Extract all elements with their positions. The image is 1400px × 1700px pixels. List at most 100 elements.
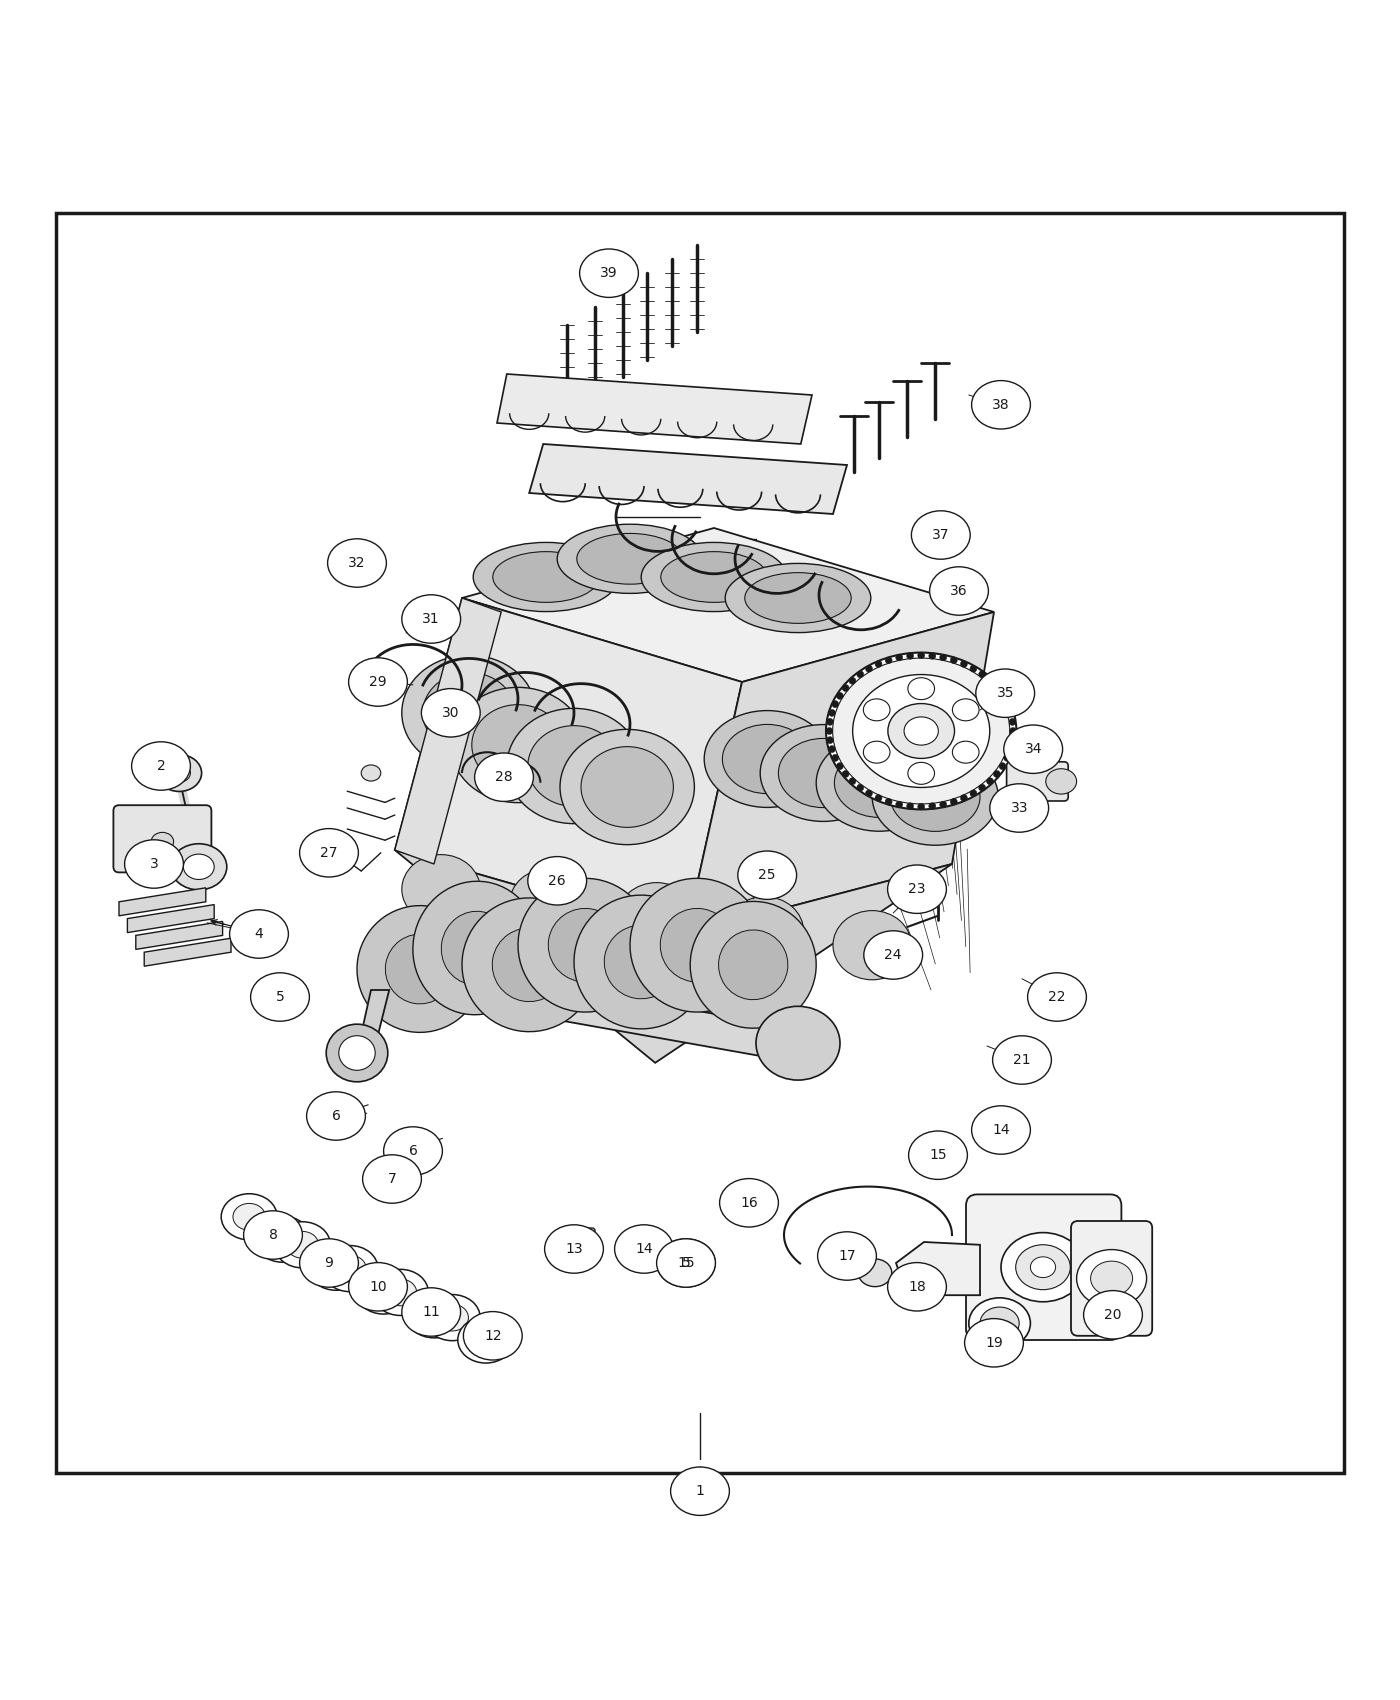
Ellipse shape [909, 1130, 967, 1180]
Ellipse shape [462, 898, 596, 1032]
Ellipse shape [493, 551, 599, 602]
Polygon shape [136, 921, 223, 949]
Ellipse shape [319, 1255, 353, 1280]
Ellipse shape [1000, 763, 1007, 770]
Ellipse shape [843, 770, 848, 777]
Text: 38: 38 [993, 398, 1009, 411]
Text: 18: 18 [909, 1280, 925, 1294]
Ellipse shape [413, 881, 539, 1015]
Text: 34: 34 [1025, 743, 1042, 756]
Ellipse shape [349, 658, 407, 705]
Text: 11: 11 [423, 1306, 440, 1319]
Ellipse shape [557, 524, 703, 593]
Ellipse shape [990, 784, 1049, 833]
Text: 31: 31 [423, 612, 440, 626]
Ellipse shape [475, 753, 533, 801]
Ellipse shape [574, 896, 708, 1028]
Ellipse shape [1084, 1290, 1142, 1340]
Polygon shape [119, 887, 206, 916]
Ellipse shape [266, 984, 288, 1001]
Ellipse shape [423, 673, 515, 753]
Ellipse shape [580, 248, 638, 298]
Text: 6: 6 [332, 1108, 340, 1124]
Ellipse shape [965, 1319, 1023, 1367]
Text: 2: 2 [157, 758, 165, 774]
Text: 3: 3 [150, 857, 158, 870]
Ellipse shape [577, 534, 683, 585]
Polygon shape [529, 444, 847, 513]
Ellipse shape [857, 784, 864, 790]
Ellipse shape [339, 1035, 375, 1071]
Text: 15: 15 [678, 1256, 694, 1270]
Ellipse shape [976, 670, 1035, 717]
Ellipse shape [911, 510, 970, 559]
Ellipse shape [435, 1304, 469, 1331]
Ellipse shape [221, 1193, 277, 1239]
Ellipse shape [510, 869, 588, 938]
Ellipse shape [372, 1270, 428, 1316]
Ellipse shape [545, 1224, 603, 1273]
Ellipse shape [972, 381, 1030, 428]
Ellipse shape [960, 661, 967, 668]
Ellipse shape [836, 763, 843, 770]
Text: 13: 13 [566, 1243, 582, 1256]
Ellipse shape [864, 699, 890, 721]
Ellipse shape [528, 857, 587, 904]
Text: 23: 23 [909, 882, 925, 896]
Text: 14: 14 [993, 1124, 1009, 1137]
Ellipse shape [472, 704, 564, 785]
Ellipse shape [678, 1250, 700, 1268]
Ellipse shape [417, 1302, 451, 1328]
Ellipse shape [274, 1222, 330, 1268]
Ellipse shape [952, 699, 979, 721]
Text: 19: 19 [986, 1336, 1002, 1350]
Ellipse shape [738, 852, 797, 899]
Text: 37: 37 [932, 529, 949, 542]
Ellipse shape [617, 882, 696, 952]
Ellipse shape [969, 1297, 1030, 1348]
Ellipse shape [1001, 1232, 1085, 1302]
Ellipse shape [834, 748, 924, 818]
Ellipse shape [917, 653, 925, 658]
Ellipse shape [473, 542, 619, 612]
Ellipse shape [939, 654, 946, 661]
Ellipse shape [970, 790, 977, 797]
Ellipse shape [307, 1091, 365, 1141]
FancyBboxPatch shape [564, 1227, 595, 1248]
Ellipse shape [725, 563, 871, 632]
Ellipse shape [952, 741, 979, 763]
Ellipse shape [1009, 736, 1016, 743]
Ellipse shape [402, 1289, 461, 1336]
Ellipse shape [826, 736, 833, 743]
Polygon shape [497, 374, 812, 444]
Ellipse shape [888, 865, 946, 913]
Ellipse shape [970, 665, 977, 672]
Ellipse shape [641, 542, 787, 612]
Ellipse shape [987, 677, 994, 685]
Ellipse shape [972, 1105, 1030, 1154]
Ellipse shape [833, 911, 911, 979]
Text: 10: 10 [370, 1280, 386, 1294]
Text: 24: 24 [885, 949, 902, 962]
Ellipse shape [718, 930, 788, 1000]
Ellipse shape [904, 717, 938, 745]
Ellipse shape [255, 1216, 311, 1263]
Text: 36: 36 [951, 585, 967, 598]
Ellipse shape [1004, 700, 1011, 707]
Ellipse shape [720, 1178, 778, 1227]
Ellipse shape [1028, 972, 1086, 1022]
Ellipse shape [829, 709, 836, 716]
Ellipse shape [493, 928, 566, 1001]
Ellipse shape [1009, 719, 1016, 726]
Text: 16: 16 [741, 1195, 757, 1210]
Ellipse shape [725, 896, 804, 966]
Ellipse shape [244, 1210, 302, 1260]
Ellipse shape [979, 784, 986, 790]
Text: 9: 9 [325, 1256, 333, 1270]
Ellipse shape [745, 573, 851, 624]
Ellipse shape [853, 675, 990, 787]
Ellipse shape [888, 1263, 946, 1311]
Text: 25: 25 [759, 869, 776, 882]
Ellipse shape [960, 794, 967, 801]
Ellipse shape [833, 658, 1009, 804]
